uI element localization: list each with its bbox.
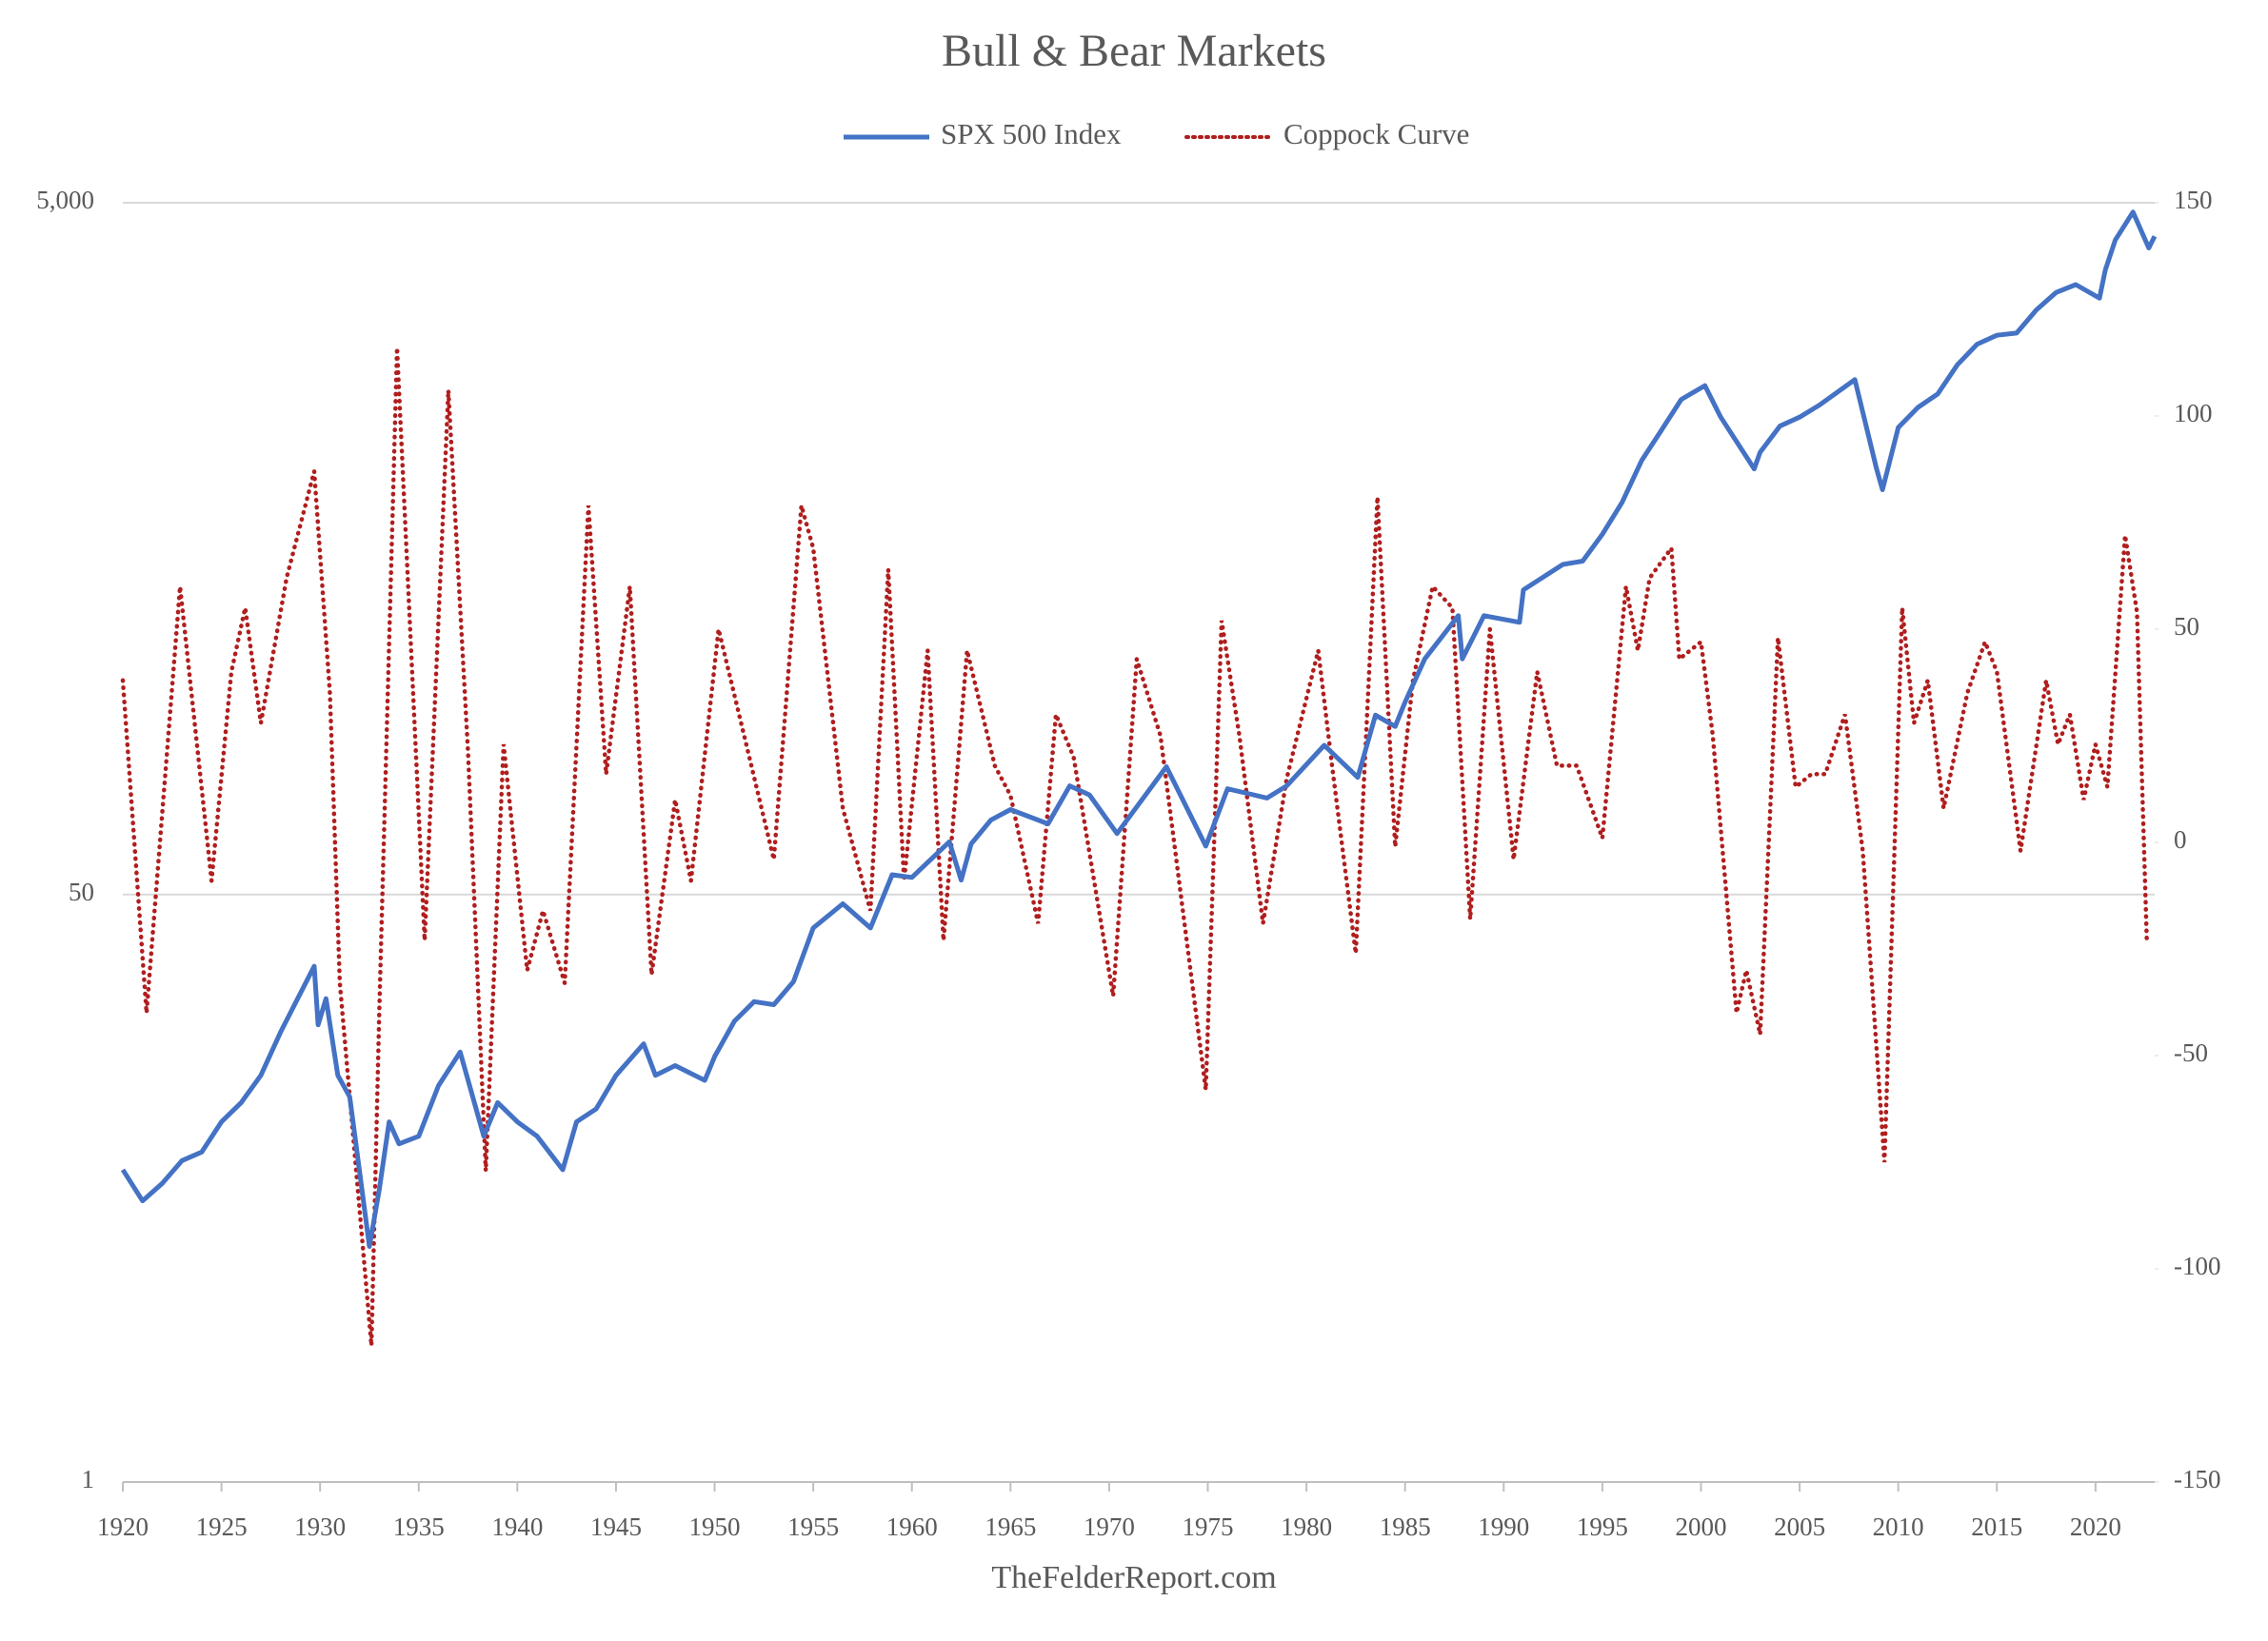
x-tick-label: 2015	[1971, 1512, 2022, 1541]
source-note: TheFelderReport.com	[991, 1560, 1276, 1595]
series-line	[120, 209, 2158, 1249]
x-tick-label: 1975	[1183, 1512, 1234, 1541]
chart-title: Bull & Bear Markets	[942, 26, 1326, 76]
y2-tick-label: 100	[2174, 399, 2213, 427]
x-tick-label: 1985	[1380, 1512, 1431, 1541]
x-tick-label: 2010	[1873, 1512, 1924, 1541]
x-tick-label: 1945	[590, 1512, 642, 1541]
series-line	[120, 347, 2149, 1346]
y2-tick-label: -100	[2174, 1252, 2221, 1280]
x-tick-label: 2020	[2070, 1512, 2121, 1541]
x-tick-label: 1930	[294, 1512, 346, 1541]
y-tick-label: 1	[82, 1465, 95, 1493]
x-tick-label: 1965	[985, 1512, 1036, 1541]
x-tick-label: 1995	[1577, 1512, 1628, 1541]
x-tick-label: 1990	[1478, 1512, 1529, 1541]
x-tick-label: 2005	[1774, 1512, 1825, 1541]
x-tick-label: 1950	[689, 1512, 741, 1541]
x-tick-label: 1980	[1281, 1512, 1332, 1541]
x-tick-label: 1940	[491, 1512, 543, 1541]
y2-tick-label: -150	[2174, 1465, 2221, 1493]
y2-tick-label: 50	[2174, 612, 2199, 641]
x-tick-label: 2000	[1675, 1512, 1726, 1541]
x-tick-label: 1935	[393, 1512, 445, 1541]
x-tick-label: 1920	[97, 1512, 149, 1541]
y-tick-label: 5,000	[36, 186, 94, 214]
y2-tick-label: -50	[2174, 1038, 2208, 1067]
y2-tick-label: 0	[2174, 825, 2187, 854]
legend-label: SPX 500 Index	[941, 117, 1122, 150]
x-tick-label: 1970	[1084, 1512, 1135, 1541]
x-tick-label: 1925	[196, 1512, 248, 1541]
x-tick-label: 1960	[886, 1512, 938, 1541]
legend-label: Coppock Curve	[1283, 117, 1469, 150]
y2-tick-label: 150	[2174, 186, 2213, 214]
y-tick-label: 50	[69, 878, 94, 906]
x-tick-label: 1955	[787, 1512, 839, 1541]
